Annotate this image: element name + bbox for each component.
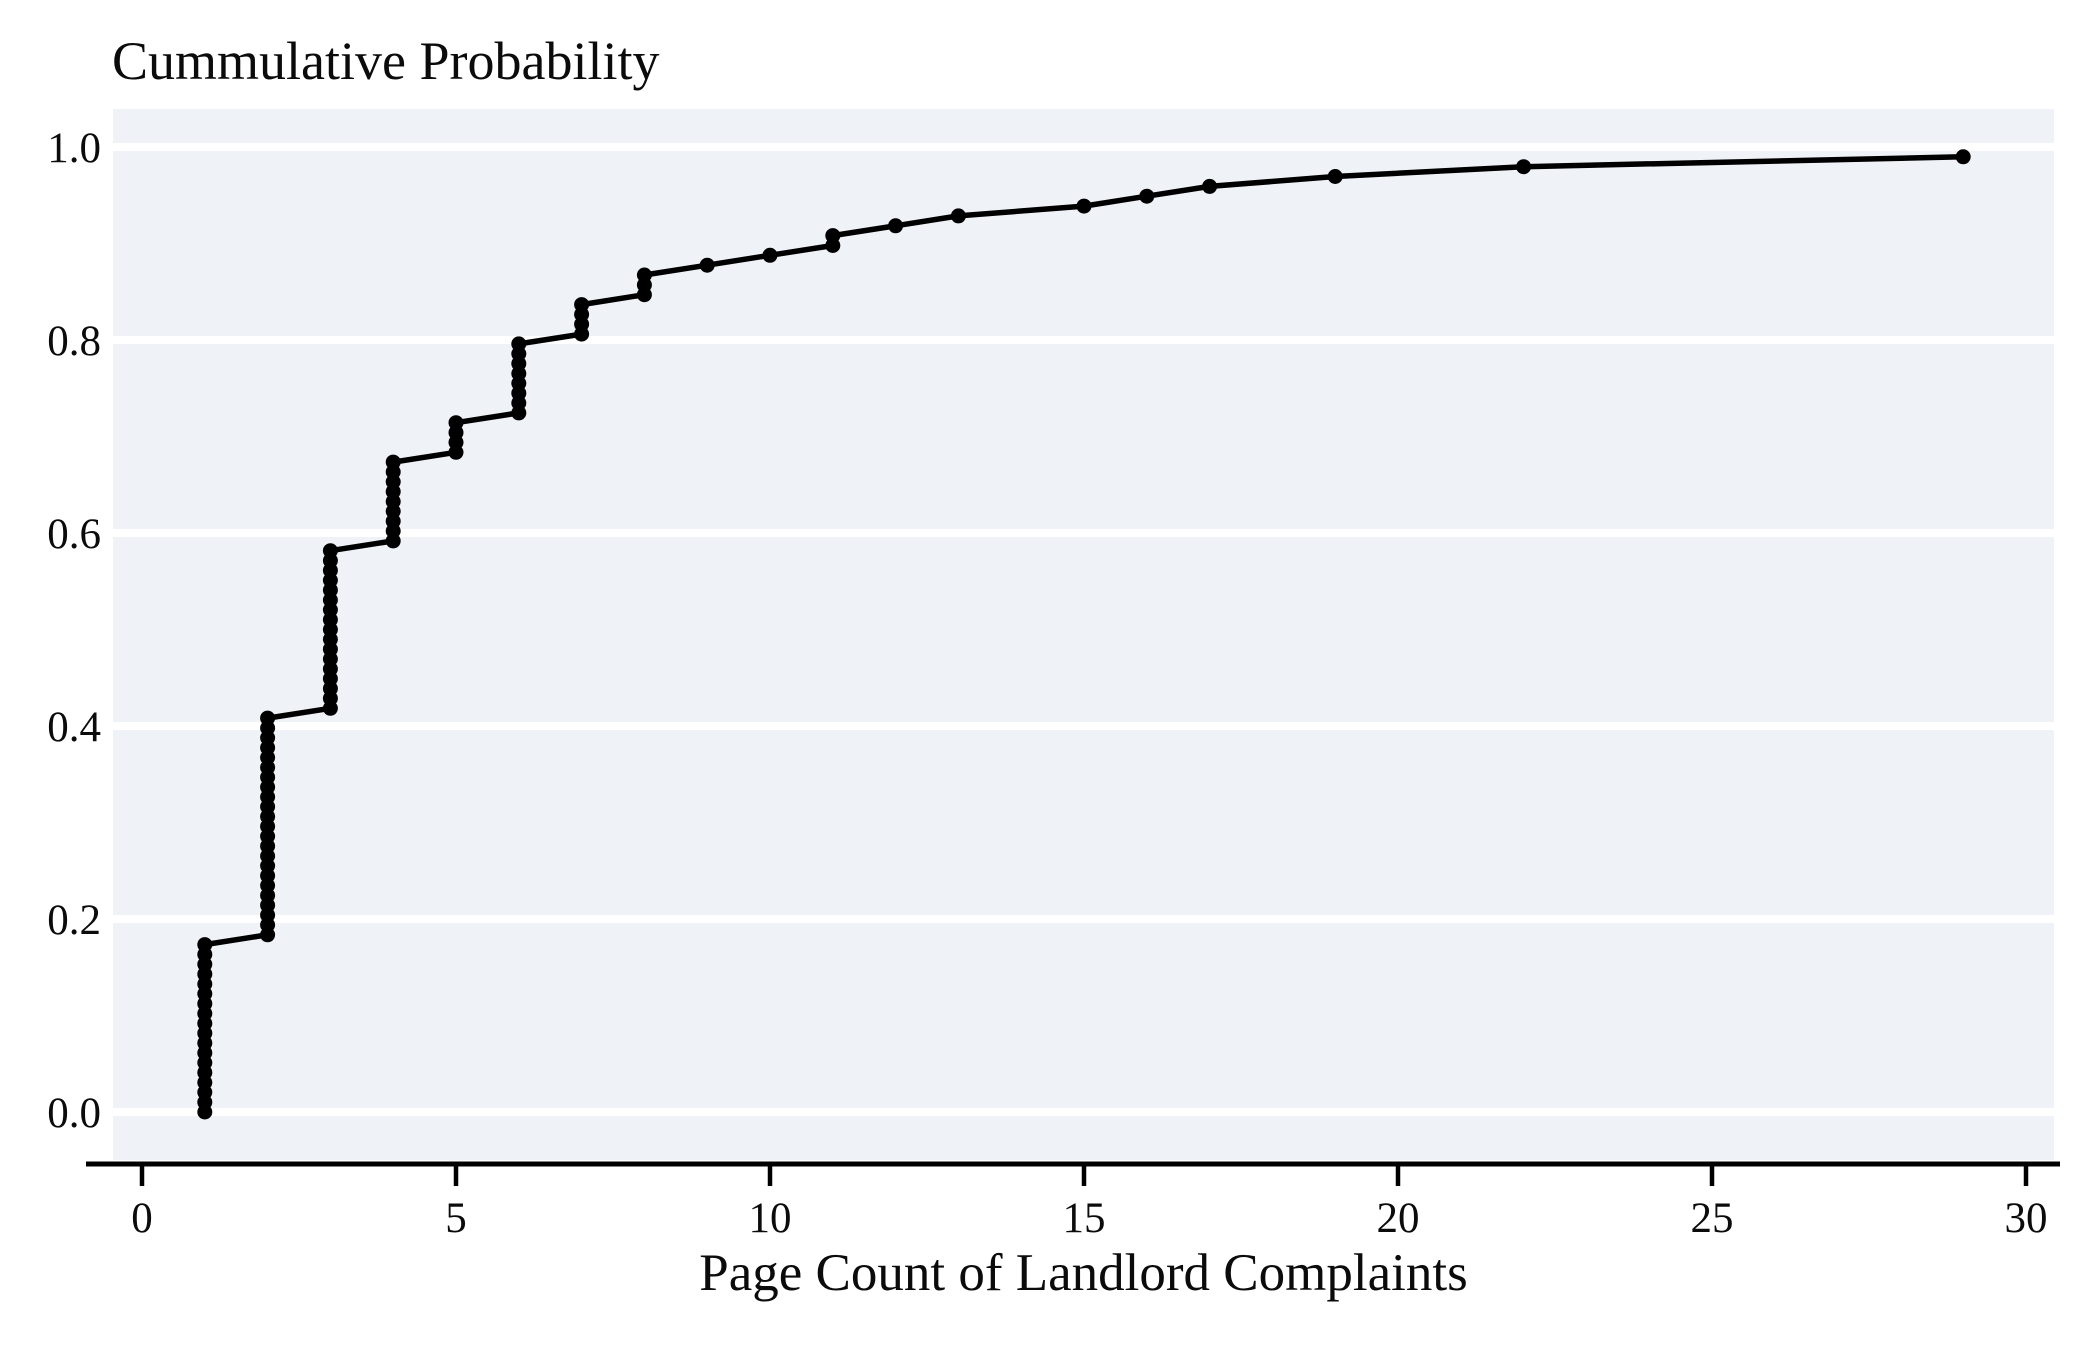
x-tick-label-15: 15	[1063, 1195, 1106, 1242]
data-point	[574, 297, 590, 313]
data-point	[1327, 169, 1343, 184]
data-point	[950, 208, 966, 224]
x-tick-label-5: 5	[445, 1195, 467, 1242]
x-tick-label-30: 30	[2005, 1195, 2048, 1242]
data-point	[197, 937, 213, 953]
y-tick-label-1.0: 1.0	[47, 125, 101, 172]
y-tick-label-0.6: 0.6	[47, 511, 101, 558]
data-point	[322, 543, 338, 559]
data-point	[699, 257, 715, 273]
y-tick-label-0.0: 0.0	[47, 1090, 101, 1137]
data-point	[1076, 198, 1092, 214]
data-point	[385, 454, 401, 470]
x-tick-label-0: 0	[131, 1195, 153, 1242]
data-points-group	[197, 149, 1971, 1120]
x-tick-label-20: 20	[1377, 1195, 1420, 1242]
data-point	[511, 336, 527, 352]
data-point	[762, 247, 778, 263]
data-point	[1516, 159, 1532, 175]
y-tick-label-0.2: 0.2	[47, 897, 101, 944]
x-axis-label: Page Count of Landlord Complaints	[699, 1244, 1468, 1302]
data-point	[1139, 188, 1155, 204]
data-point	[888, 218, 904, 234]
plot-panel-background	[113, 109, 2054, 1160]
data-point	[636, 267, 652, 283]
y-tick-label-0.8: 0.8	[47, 318, 101, 365]
chart-title: Cummulative Probability	[112, 31, 660, 91]
x-tick-label-25: 25	[1691, 1195, 1734, 1242]
data-point	[260, 710, 276, 726]
data-point	[825, 228, 841, 244]
data-point	[1202, 178, 1218, 194]
data-point	[1955, 149, 1971, 165]
data-point	[448, 415, 464, 431]
y-tick-label-0.4: 0.4	[47, 704, 101, 751]
x-tick-label-10: 10	[749, 1195, 792, 1242]
